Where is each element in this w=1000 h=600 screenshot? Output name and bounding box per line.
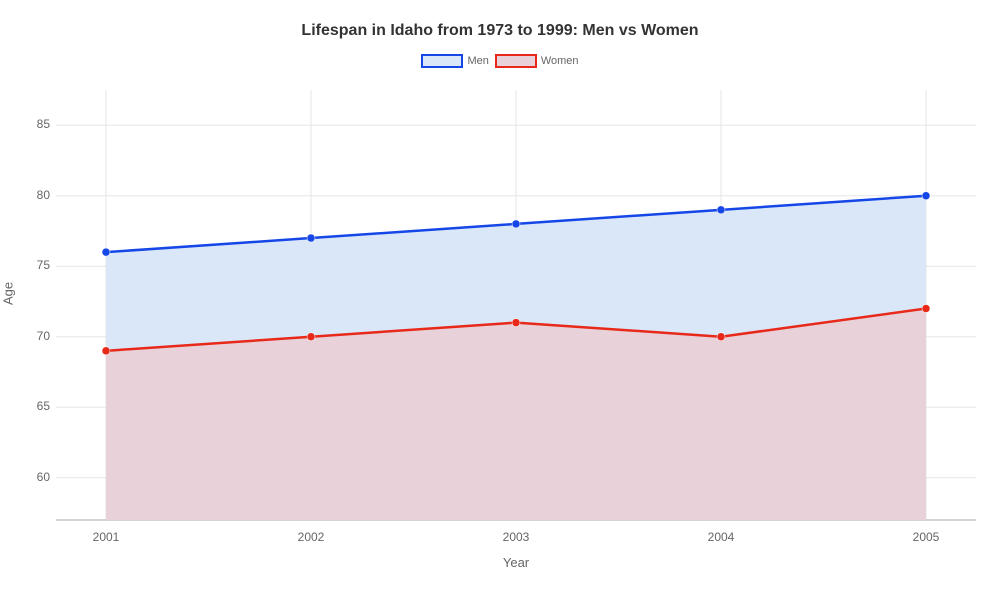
x-tick-label: 2004 — [701, 530, 741, 544]
y-tick-label: 75 — [24, 258, 50, 272]
y-tick-label: 70 — [24, 329, 50, 343]
x-axis-label: Year — [496, 555, 536, 570]
y-axis-label: Age — [1, 282, 16, 305]
y-tick-label: 80 — [24, 188, 50, 202]
y-tick-label: 60 — [24, 470, 50, 484]
plot-area — [0, 0, 1000, 600]
x-tick-label: 2003 — [496, 530, 536, 544]
y-tick-label: 85 — [24, 117, 50, 131]
x-tick-label: 2001 — [86, 530, 126, 544]
y-tick-label: 65 — [24, 399, 50, 413]
x-tick-label: 2002 — [291, 530, 331, 544]
x-tick-label: 2005 — [906, 530, 946, 544]
chart-container: Lifespan in Idaho from 1973 to 1999: Men… — [0, 0, 1000, 600]
